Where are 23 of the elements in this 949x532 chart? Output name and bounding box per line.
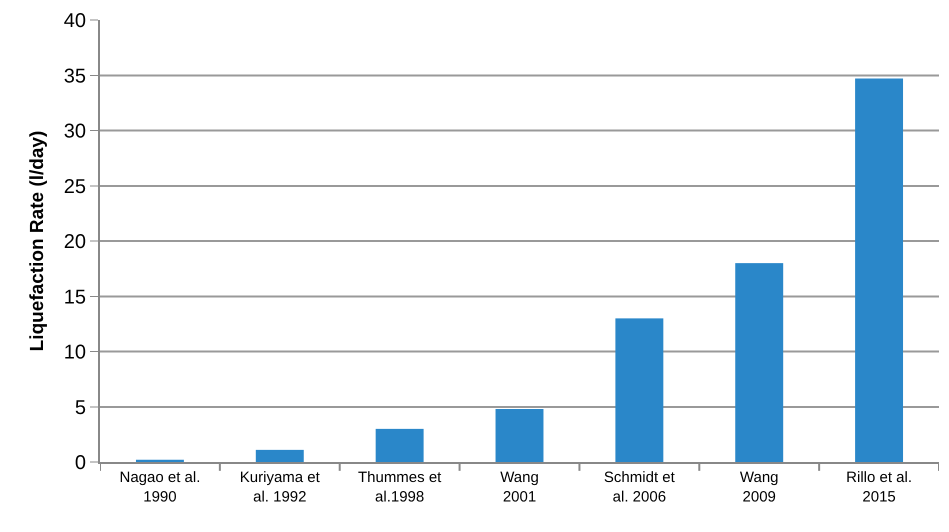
bar: [855, 78, 904, 462]
y-tick-label: 30: [64, 120, 86, 142]
bar: [615, 318, 664, 462]
x-tick-label: Nagao et al. 1990: [119, 469, 200, 506]
y-tick-label: 25: [64, 176, 86, 198]
bar: [735, 263, 784, 462]
bar: [496, 408, 544, 462]
bar: [256, 450, 304, 462]
y-tick-label: 10: [64, 342, 86, 364]
y-tick-label: 20: [64, 231, 86, 253]
y-tick-label: 35: [64, 65, 86, 88]
y-tick-label: 0: [74, 452, 86, 474]
x-tick-label: Wang 2009: [740, 469, 779, 506]
x-tick-label: Thummes et al.1998: [358, 469, 442, 506]
bar: [376, 428, 424, 462]
y-tick-label: 40: [64, 10, 86, 32]
y-tick-label: 5: [74, 396, 86, 419]
x-tick-label: Schmidt et al. 2006: [604, 469, 676, 506]
x-tick-label: Rillo et al. 2015: [846, 469, 912, 506]
y-tick-label: 15: [64, 286, 86, 308]
x-tick-label: Wang 2001: [500, 469, 539, 506]
x-tick-label: Kuriyama et al. 1992: [240, 469, 321, 506]
y-axis-title: Liquefaction Rate (l/day): [27, 130, 48, 352]
